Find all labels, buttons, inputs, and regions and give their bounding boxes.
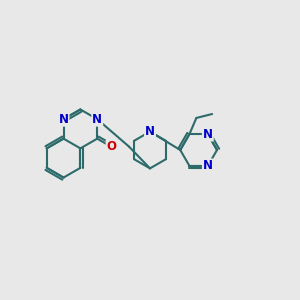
Text: N: N [92, 113, 102, 126]
Text: N: N [203, 159, 213, 172]
Text: N: N [58, 113, 68, 126]
Text: N: N [203, 128, 213, 141]
Text: O: O [106, 140, 117, 153]
Text: N: N [145, 125, 155, 138]
